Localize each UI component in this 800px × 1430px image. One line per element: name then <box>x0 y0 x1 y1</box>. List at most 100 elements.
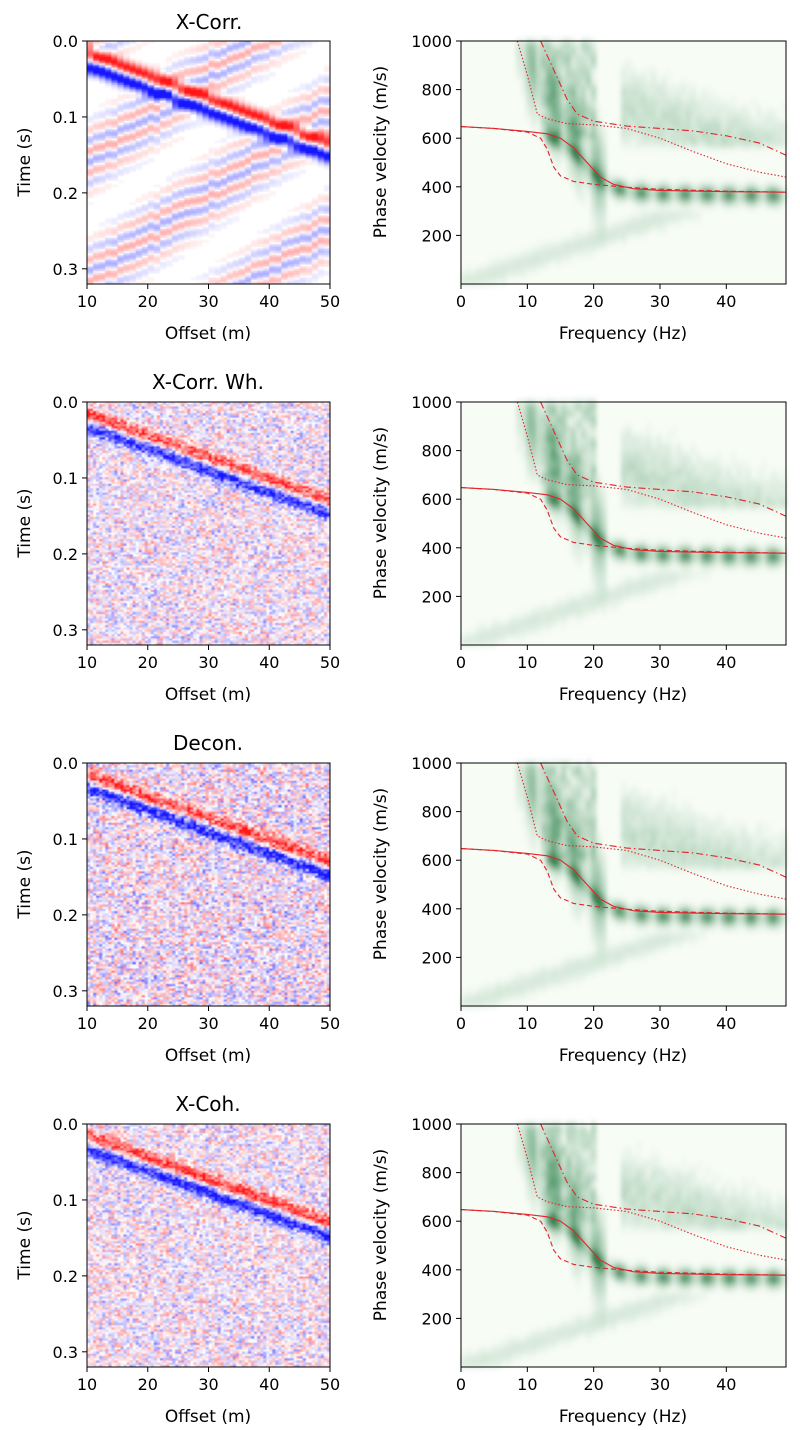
gather-cell <box>117 45 123 48</box>
gather-cell <box>160 105 166 108</box>
gather-cell <box>160 213 166 216</box>
gather-cell <box>190 277 196 280</box>
gather-cell <box>178 196 184 199</box>
gather-cell <box>178 249 184 252</box>
gather-cell <box>87 132 93 135</box>
gather-cell <box>154 151 160 154</box>
gather-cell <box>111 185 117 188</box>
gather-cell <box>123 163 129 166</box>
gather-cell <box>105 233 111 236</box>
gather-cell <box>130 169 136 172</box>
gather-cell <box>136 200 142 203</box>
gather-cell <box>117 109 123 112</box>
gather-cell <box>123 216 129 219</box>
gather-cell <box>99 191 105 194</box>
gather-cell <box>184 109 190 112</box>
gather-cell <box>160 116 166 119</box>
gather-cell <box>142 242 148 245</box>
gather-cell <box>136 158 142 161</box>
gather-cell <box>123 171 129 174</box>
gather-cell <box>111 222 117 225</box>
gather-cell <box>99 138 105 141</box>
gather-cell <box>93 193 99 196</box>
gather-cell <box>160 138 166 141</box>
gather-cell <box>154 83 160 86</box>
gather-cell <box>105 178 111 181</box>
gather-cell <box>160 68 166 71</box>
gather-cell <box>184 238 190 241</box>
gather-cell <box>117 98 123 101</box>
gather-cell <box>87 251 93 254</box>
gather-cell <box>117 240 123 243</box>
gather-cell <box>142 43 148 46</box>
gather-cell <box>166 70 172 73</box>
gather-cell <box>136 147 142 150</box>
gather-cell <box>142 253 148 256</box>
gather-cell <box>184 193 190 196</box>
gather-cell <box>184 94 190 97</box>
gather-cell <box>148 196 154 199</box>
gather-cell <box>117 174 123 177</box>
gather-cell <box>87 262 93 265</box>
gather-cell <box>123 90 129 93</box>
panel-title: X-Corr. <box>176 10 243 34</box>
gather-cell <box>172 251 178 254</box>
gather-cell <box>148 271 154 274</box>
gather-cell <box>87 121 93 124</box>
gather-cell <box>160 266 166 269</box>
gather-cell <box>166 255 172 258</box>
gather-cell <box>130 90 136 93</box>
gather-cell <box>190 127 196 130</box>
gather-cell <box>172 260 178 263</box>
gather-cell <box>105 187 111 190</box>
gather-cell <box>178 129 184 132</box>
gather-cell <box>123 43 129 46</box>
gather-cell <box>142 156 148 159</box>
gather-cell <box>111 244 117 247</box>
gather-cell <box>184 171 190 174</box>
gather-cell <box>136 277 142 280</box>
gather-cell <box>148 160 154 163</box>
gather-cell <box>105 85 111 88</box>
gather-cell <box>87 79 93 82</box>
gather-cell <box>117 229 123 232</box>
gather-cell <box>172 56 178 59</box>
gather-cell <box>154 271 160 274</box>
gather-cell <box>148 280 154 283</box>
gather-cell <box>111 136 117 139</box>
gather-cell <box>142 275 148 278</box>
gather-cell <box>111 125 117 128</box>
gather-cell <box>166 264 172 267</box>
gather-cell <box>172 187 178 190</box>
gather-cell <box>160 257 166 260</box>
gather-cell <box>123 238 129 241</box>
gather-cell <box>123 118 129 121</box>
gather-cell <box>142 134 148 137</box>
gather-cell <box>196 158 202 161</box>
gather-cell <box>130 52 136 55</box>
gather-cell <box>93 79 99 82</box>
gather-cell <box>111 233 117 236</box>
gather-cell <box>160 191 166 194</box>
gather-cell <box>154 132 160 135</box>
gather-cell <box>123 249 129 252</box>
gather-cell <box>93 171 99 174</box>
gather-cell <box>99 81 105 84</box>
gather-cell <box>142 123 148 126</box>
gather-cell <box>117 262 123 265</box>
gather-cell <box>123 260 129 263</box>
gather-cell <box>123 129 129 132</box>
gather-cell <box>105 103 111 106</box>
gather-cell <box>166 180 172 183</box>
gather-cell <box>142 198 148 201</box>
gather-cell <box>117 143 123 146</box>
gather-cell <box>178 257 184 260</box>
gather-cell <box>99 127 105 130</box>
gather-cell <box>190 235 196 238</box>
gather-cell <box>117 121 123 124</box>
gather-cell <box>178 174 184 177</box>
gather-cell <box>166 145 172 148</box>
gather-cell <box>172 176 178 179</box>
gather-cell <box>117 165 123 168</box>
gather-cell <box>87 240 93 243</box>
